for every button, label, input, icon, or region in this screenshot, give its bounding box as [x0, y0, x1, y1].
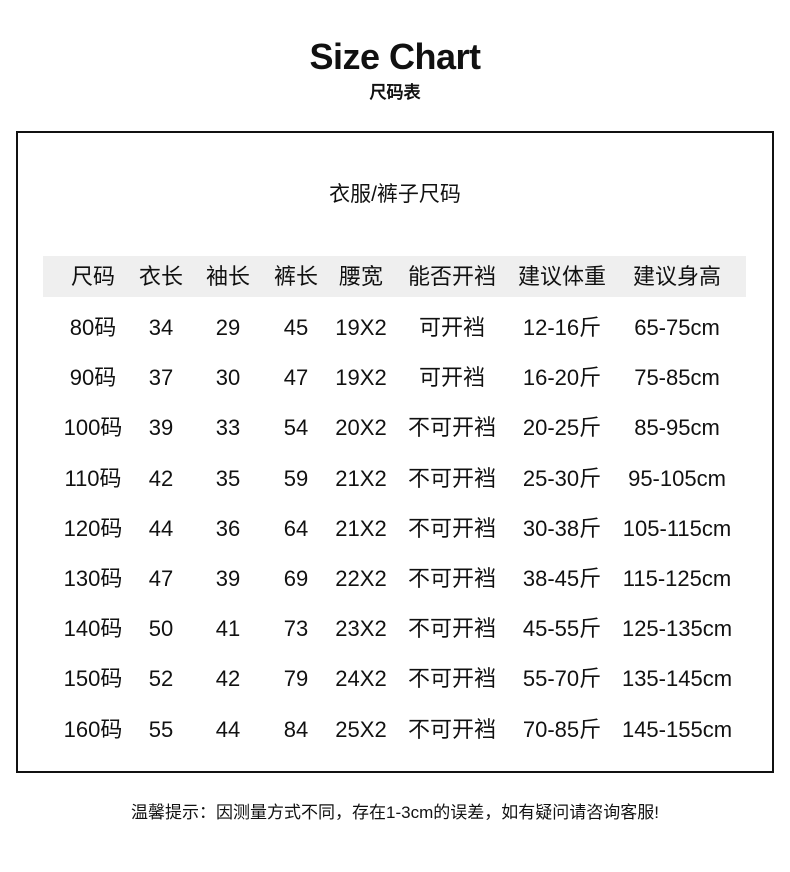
table-cell: 44 [148, 515, 174, 541]
table-cell: 16-20斤 [522, 365, 602, 391]
table-cell: 70-85斤 [522, 716, 602, 742]
column-header: 袖长 [205, 264, 251, 289]
page-title: Size Chart [309, 36, 481, 77]
table-cell: 20-25斤 [522, 415, 602, 441]
table-cell: 69 [283, 566, 309, 591]
size-table-frame [16, 131, 774, 773]
table-cell: 45-55斤 [522, 616, 602, 642]
table-cell: 36 [215, 515, 241, 541]
table-cell: 42 [148, 465, 174, 491]
table-cell: 22X2 [335, 566, 387, 591]
table-cell: 130码 [63, 566, 123, 591]
table-cell: 21X2 [335, 515, 387, 541]
page-subtitle: 尺码表 [369, 83, 421, 102]
table-cell: 29 [215, 315, 241, 340]
table-cell: 95-105cm [628, 465, 726, 491]
table-cell: 41 [215, 616, 241, 642]
column-header: 尺码 [70, 264, 116, 289]
table-cell: 85-95cm [634, 415, 720, 441]
table-header-row [43, 256, 746, 297]
table-cell: 100码 [63, 415, 123, 441]
column-header: 能否开裆 [407, 264, 497, 289]
table-cell: 59 [283, 465, 309, 491]
table-cell: 不可开裆 [407, 515, 497, 541]
table-cell: 34 [148, 315, 174, 340]
table-cell: 35 [215, 465, 241, 491]
table-cell: 80码 [69, 315, 117, 340]
table-cell: 19X2 [335, 365, 387, 391]
table-cell: 115-125cm [622, 566, 732, 591]
table-cell: 12-16斤 [522, 315, 602, 340]
table-cell: 37 [148, 365, 174, 391]
table-cell: 150码 [63, 666, 123, 692]
table-cell: 42 [215, 666, 241, 692]
table-cell: 33 [215, 415, 241, 441]
table-cell: 90码 [69, 365, 117, 391]
table-cell: 45 [283, 315, 309, 340]
table-cell: 不可开裆 [407, 415, 497, 441]
table-cell: 可开裆 [418, 315, 486, 340]
table-cell: 47 [148, 566, 174, 591]
table-cell: 75-85cm [634, 365, 720, 391]
table-cell: 24X2 [335, 666, 387, 692]
footer-note: 温馨提示：因测量方式不同，存在1-3cm的误差，如有疑问请咨询客服! [131, 803, 659, 822]
table-cell: 25-30斤 [522, 465, 602, 491]
table-cell: 不可开裆 [407, 566, 497, 591]
column-header: 衣长 [138, 264, 184, 289]
table-cell: 105-115cm [622, 515, 732, 541]
table-cell: 55 [148, 716, 174, 742]
table-cell: 19X2 [335, 315, 387, 340]
table-cell: 135-145cm [621, 666, 733, 692]
table-cell: 54 [283, 415, 309, 441]
table-cell: 145-155cm [621, 716, 733, 742]
column-header: 建议身高 [632, 264, 722, 289]
table-cell: 20X2 [335, 415, 387, 441]
table-cell: 21X2 [335, 465, 387, 491]
table-cell: 140码 [63, 616, 123, 642]
table-cell: 不可开裆 [407, 666, 497, 692]
table-cell: 30-38斤 [522, 515, 602, 541]
table-cell: 64 [283, 515, 309, 541]
table-cell: 79 [283, 666, 309, 692]
table-cell: 110码 [64, 465, 122, 491]
table-cell: 47 [283, 365, 309, 391]
column-header: 裤长 [273, 264, 319, 289]
column-header: 建议体重 [517, 264, 607, 289]
table-cell: 38-45斤 [522, 566, 602, 591]
table-cell: 39 [215, 566, 241, 591]
column-header: 腰宽 [338, 264, 384, 289]
table-cell: 50 [148, 616, 174, 642]
table-cell: 65-75cm [634, 315, 720, 340]
table-cell: 25X2 [335, 716, 387, 742]
table-cell: 不可开裆 [407, 465, 497, 491]
table-cell: 52 [148, 666, 174, 692]
table-cell: 不可开裆 [407, 616, 497, 642]
table-cell: 160码 [63, 716, 123, 742]
table-cell: 125-135cm [621, 616, 733, 642]
table-cell: 30 [215, 365, 241, 391]
table-cell: 55-70斤 [522, 666, 602, 692]
table-cell: 73 [283, 616, 309, 642]
table-cell: 84 [283, 716, 309, 742]
table-cell: 39 [148, 415, 174, 441]
table-cell: 可开裆 [418, 365, 486, 391]
table-cell: 不可开裆 [407, 716, 497, 742]
table-cell: 44 [215, 716, 241, 742]
table-caption: 衣服/裤子尺码 [329, 183, 461, 206]
table-cell: 23X2 [335, 616, 387, 642]
table-cell: 120码 [63, 515, 123, 541]
